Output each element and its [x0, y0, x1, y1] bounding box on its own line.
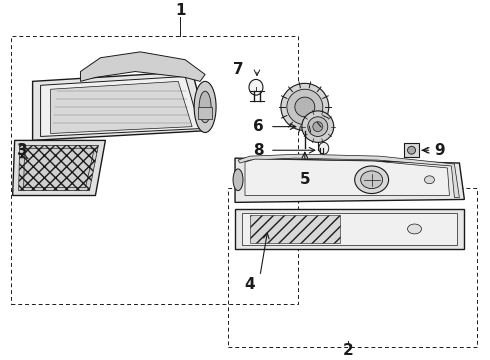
Bar — [228, 188, 477, 347]
Bar — [198, 107, 212, 119]
Text: 7: 7 — [233, 62, 244, 77]
Polygon shape — [41, 76, 200, 136]
Text: 1: 1 — [175, 3, 185, 18]
Polygon shape — [33, 72, 208, 140]
Polygon shape — [242, 213, 457, 245]
Text: 3: 3 — [17, 143, 28, 158]
Text: 2: 2 — [343, 343, 353, 359]
Ellipse shape — [361, 171, 383, 189]
Ellipse shape — [249, 80, 263, 95]
Ellipse shape — [199, 91, 211, 123]
Circle shape — [287, 89, 323, 125]
Polygon shape — [50, 81, 192, 134]
Text: 9: 9 — [434, 143, 445, 158]
Circle shape — [408, 146, 416, 154]
Ellipse shape — [194, 81, 216, 132]
Circle shape — [302, 111, 334, 142]
Polygon shape — [235, 158, 465, 202]
Polygon shape — [245, 159, 449, 195]
Polygon shape — [19, 145, 98, 190]
Text: 6: 6 — [252, 119, 263, 134]
Bar — [11, 36, 298, 304]
Circle shape — [281, 83, 329, 131]
Ellipse shape — [233, 169, 243, 190]
Circle shape — [295, 97, 315, 117]
Text: 8: 8 — [253, 143, 263, 158]
Ellipse shape — [424, 176, 435, 184]
Ellipse shape — [408, 224, 421, 234]
Ellipse shape — [319, 142, 329, 154]
Text: 5: 5 — [299, 172, 310, 187]
Polygon shape — [238, 154, 460, 198]
FancyBboxPatch shape — [404, 143, 418, 157]
Polygon shape — [235, 209, 465, 249]
Circle shape — [308, 117, 328, 136]
Polygon shape — [13, 140, 105, 195]
Polygon shape — [250, 215, 340, 243]
Text: 4: 4 — [245, 276, 255, 292]
Polygon shape — [80, 52, 205, 81]
Ellipse shape — [355, 166, 389, 194]
Circle shape — [313, 122, 323, 131]
